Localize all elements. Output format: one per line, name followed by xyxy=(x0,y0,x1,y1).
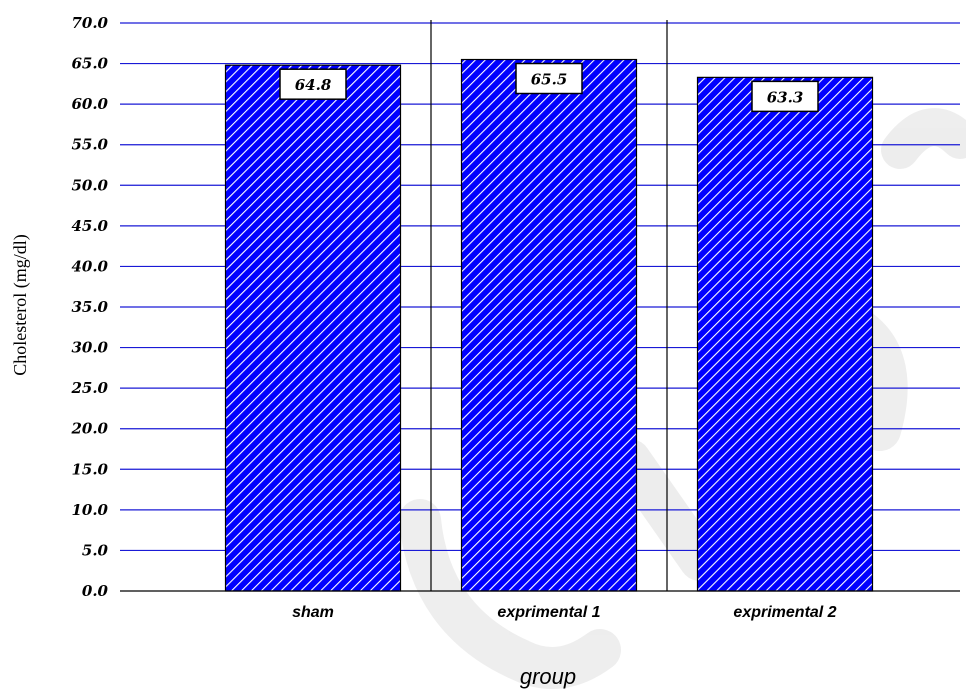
y-tick-label: 60.0 xyxy=(71,95,108,113)
bars xyxy=(224,58,874,592)
x-axis-ticks: sham exprimental 1 exprimental 2 xyxy=(292,604,837,621)
y-tick-label: 10.0 xyxy=(71,501,108,519)
y-tick-label: 20.0 xyxy=(70,420,108,438)
value-label: 65.5 xyxy=(531,71,568,89)
value-label-box xyxy=(279,68,347,100)
bar xyxy=(696,76,874,592)
x-tick-label: exprimental 1 xyxy=(497,604,600,621)
value-label-box xyxy=(751,80,819,113)
value-label-box xyxy=(515,62,583,95)
y-tick-label: 40.0 xyxy=(71,257,108,275)
value-labels: 64.8 65.5 63.3 xyxy=(279,62,819,113)
y-tick-label: 65.0 xyxy=(71,55,108,73)
y-tick-label: 70.0 xyxy=(71,14,108,32)
y-tick-label: 15.0 xyxy=(71,460,108,478)
y-tick-label: 5.0 xyxy=(82,541,109,559)
y-tick-label: 45.0 xyxy=(71,217,108,235)
bar xyxy=(224,64,402,592)
category-dividers xyxy=(430,20,668,591)
y-tick-label: 55.0 xyxy=(71,136,108,154)
y-tick-label: 30.0 xyxy=(71,339,108,357)
bar xyxy=(460,58,638,592)
y-axis-title: Cholesterol (mg/dl) xyxy=(10,234,31,375)
x-tick-label: exprimental 2 xyxy=(733,604,836,621)
value-label: 64.8 xyxy=(295,76,332,94)
y-tick-label: 50.0 xyxy=(71,176,108,194)
y-tick-label: 0.0 xyxy=(82,582,109,600)
y-tick-label: 35.0 xyxy=(71,298,108,316)
x-tick-label: sham xyxy=(292,604,334,621)
y-axis-ticks: 0.0 5.0 10.0 15.0 20.0 25.0 30.0 35.0 40.0 45.0 50… xyxy=(70,14,108,600)
y-tick-label: 25.0 xyxy=(70,379,108,397)
x-axis-title: group xyxy=(520,664,576,689)
value-label: 63.3 xyxy=(767,88,804,106)
